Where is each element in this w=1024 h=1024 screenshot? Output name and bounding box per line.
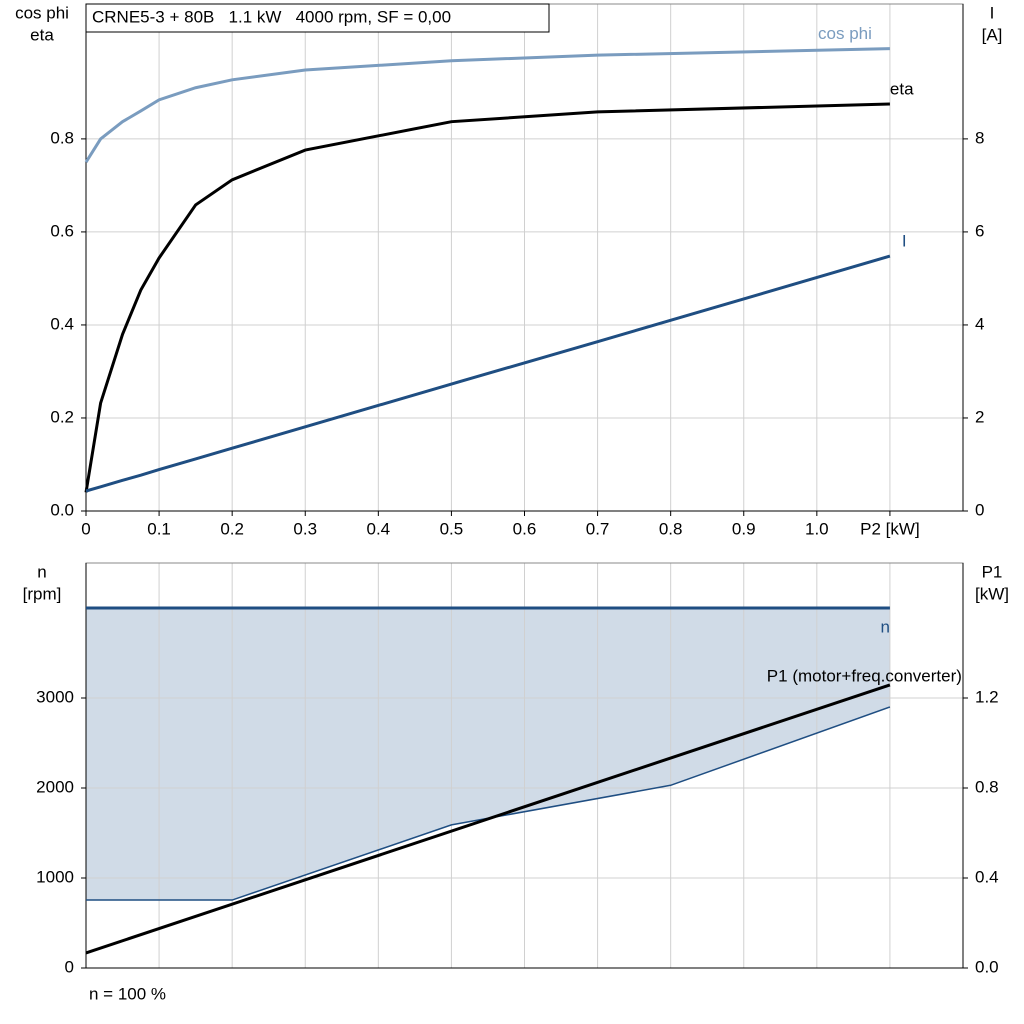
x-tick-label: 0.3 (293, 519, 317, 538)
y2-tick-label: 0.8 (975, 777, 999, 796)
y2-tick-label: 2 (975, 407, 984, 426)
y2-axis-label: I (990, 3, 995, 22)
chart-title: CRNE5-3 + 80B 1.1 kW 4000 rpm, SF = 0,00 (92, 7, 451, 26)
y2-tick-label: 0.0 (975, 957, 999, 976)
y2-tick-label: 6 (975, 221, 984, 240)
x-tick-label: 0.7 (586, 519, 610, 538)
y2-tick-label: 8 (975, 128, 984, 147)
series-line (84, 47, 890, 163)
series-label: P1 (motor+freq.converter) (767, 666, 962, 685)
series-line (86, 706, 891, 901)
x-tick-label: 0.5 (440, 519, 464, 538)
x-tick-label: 0.2 (220, 519, 244, 538)
series-label: cos phi (818, 24, 872, 43)
x-tick-label: 0.8 (659, 519, 683, 538)
y-tick-label: 0.2 (50, 407, 74, 426)
y-tick-label: 0.0 (50, 500, 74, 519)
x-tick-label: 0.1 (147, 519, 171, 538)
y2-tick-label: 0 (975, 500, 984, 519)
series-label: eta (890, 79, 914, 98)
note: n = 100 % (89, 984, 166, 1003)
y2-axis-label: [A] (982, 25, 1003, 44)
y-tick-label: 1000 (36, 867, 74, 886)
y-axis-label: eta (30, 25, 54, 44)
series-label: I (902, 232, 907, 251)
y-tick-label: 3000 (36, 687, 74, 706)
y-tick-label: 0.4 (50, 314, 74, 333)
x-tick-label: 0 (81, 519, 90, 538)
y-tick-label: 0 (65, 957, 74, 976)
x-tick-label: 1.0 (805, 519, 829, 538)
x-tick-label: 0.9 (732, 519, 756, 538)
x-tick-label: P2 [kW] (860, 519, 920, 538)
speed-range-area (86, 608, 890, 901)
x-tick-label: 0.4 (367, 519, 391, 538)
series-line (85, 683, 891, 955)
y-axis-label: n (37, 562, 46, 581)
series-line (84, 102, 890, 493)
y2-tick-label: 0.4 (975, 867, 999, 886)
series-label: n (880, 617, 889, 636)
y2-axis-label: P1 (982, 562, 1003, 581)
series-line (85, 254, 891, 493)
y2-axis-label: [kW] (975, 584, 1009, 603)
y-tick-label: 0.6 (50, 221, 74, 240)
x-tick-label: 0.6 (513, 519, 537, 538)
title-box (85, 3, 550, 33)
y2-tick-label: 1.2 (975, 687, 999, 706)
y2-tick-label: 4 (975, 314, 984, 333)
y-tick-label: 2000 (36, 777, 74, 796)
y-axis-label: [rpm] (23, 584, 62, 603)
y-axis-label: cos phi (15, 3, 69, 22)
y-tick-label: 0.8 (50, 128, 74, 147)
